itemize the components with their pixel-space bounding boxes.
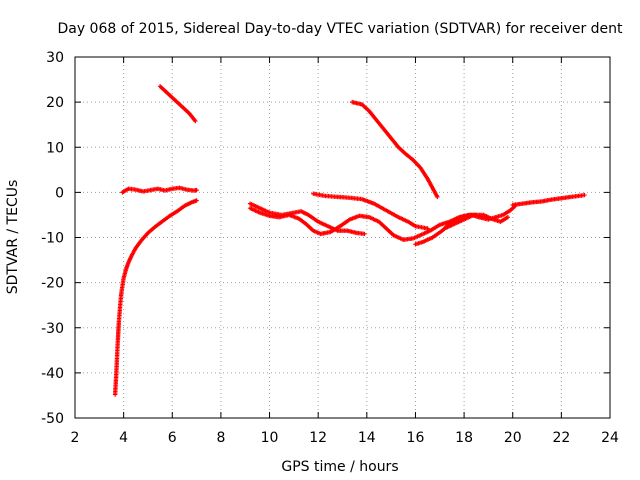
x-tick-label: 8 <box>216 430 225 446</box>
x-tick-label: 16 <box>407 430 425 446</box>
data-point <box>505 214 511 220</box>
y-tick-label: -40 <box>41 366 64 382</box>
data-point <box>435 194 440 200</box>
data-point <box>582 192 587 198</box>
x-tick-label: 20 <box>504 430 522 446</box>
x-axis-label: GPS time / hours <box>281 459 398 475</box>
series-early-high <box>157 84 198 124</box>
grid <box>75 57 610 418</box>
data-point <box>194 187 199 193</box>
axis-ticks: 2 4 6 8 10 12 14 16 18 20 22 24-50-40-30-20-1001020… <box>41 50 619 446</box>
y-tick-label: 0 <box>55 185 64 201</box>
chart-title: Day 068 of 2015, Sidereal Day-to-day VTE… <box>57 21 623 37</box>
y-tick-label: 30 <box>46 50 64 66</box>
x-tick-label: 24 <box>601 430 619 446</box>
series-mid-high <box>350 99 440 200</box>
data-point <box>362 231 367 237</box>
x-tick-label: 18 <box>455 430 473 446</box>
series-mid-c <box>311 191 430 231</box>
data-point <box>194 198 199 203</box>
x-tick-label: 12 <box>309 430 327 446</box>
x-tick-label: 2 <box>71 430 80 446</box>
series-late-b <box>442 212 511 231</box>
y-tick-label: -10 <box>41 231 64 247</box>
x-tick-label: 14 <box>358 430 376 446</box>
series-early-rise <box>112 198 199 397</box>
series-late-a <box>413 203 518 247</box>
series-mid-b <box>247 205 479 242</box>
x-tick-label: 6 <box>168 430 177 446</box>
series-early-flat <box>120 185 199 195</box>
data-point <box>193 118 198 124</box>
y-tick-label: -20 <box>41 276 64 292</box>
y-axis-label: SDTVAR / TECUs <box>5 180 21 295</box>
x-tick-label: 22 <box>552 430 570 446</box>
y-tick-label: -50 <box>41 411 64 427</box>
y-tick-label: 20 <box>46 95 64 111</box>
y-tick-label: 10 <box>46 140 64 156</box>
x-tick-label: 10 <box>261 430 279 446</box>
data-point <box>425 226 430 231</box>
y-tick-label: -30 <box>41 321 64 337</box>
x-tick-label: 4 <box>119 430 128 446</box>
data-points <box>112 84 587 397</box>
series-late-flat <box>510 192 587 208</box>
